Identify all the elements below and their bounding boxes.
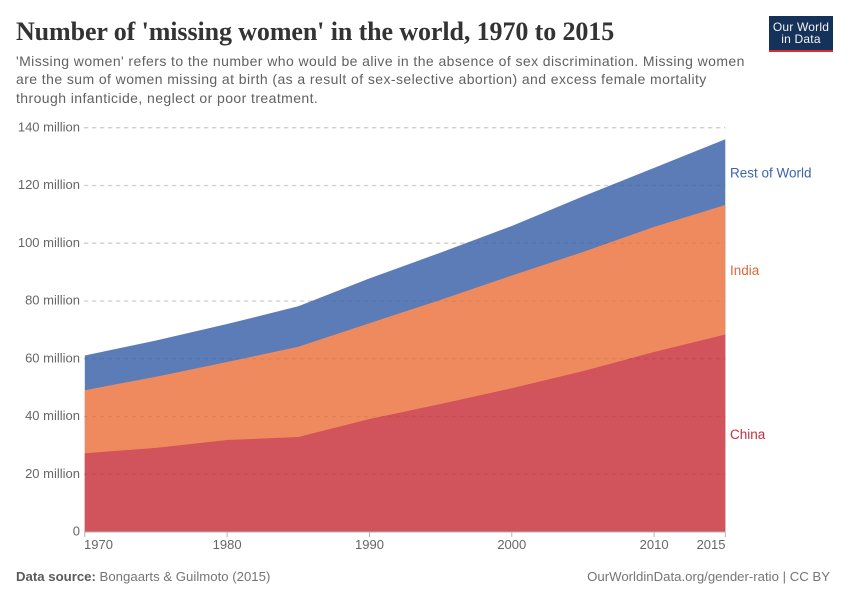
svg-text:60 million: 60 million [25,350,80,365]
svg-text:0: 0 [73,524,80,539]
svg-text:Rest of World: Rest of World [730,165,812,180]
svg-text:2015: 2015 [697,537,726,552]
svg-text:140 million: 140 million [18,119,80,134]
svg-text:100 million: 100 million [18,235,80,250]
svg-text:20 million: 20 million [25,466,80,481]
svg-text:40 million: 40 million [25,408,80,423]
svg-text:120 million: 120 million [18,177,80,192]
svg-text:1970: 1970 [84,537,113,552]
svg-text:China: China [730,427,766,442]
svg-text:1980: 1980 [213,537,242,552]
svg-text:India: India [730,263,760,278]
svg-text:80 million: 80 million [25,293,80,308]
svg-text:2000: 2000 [497,537,526,552]
svg-text:1990: 1990 [355,537,384,552]
svg-text:2010: 2010 [640,537,669,552]
